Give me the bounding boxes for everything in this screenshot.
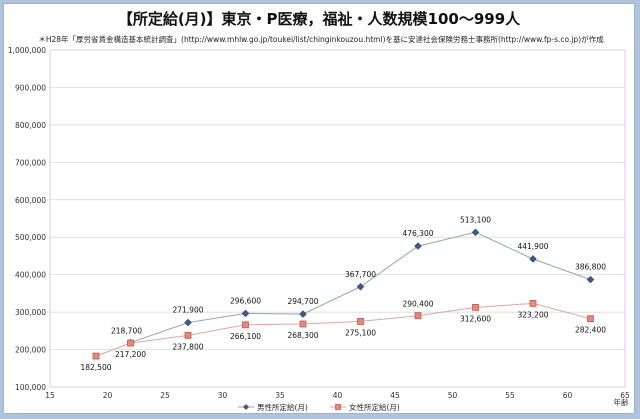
point-male (241, 309, 250, 318)
legend-marker-female (335, 404, 341, 410)
x-axis-ticks: 15 20 25 30 35 40 45 50 55 60 65 (45, 391, 630, 400)
data-label: 275,100 (345, 328, 376, 337)
x-tick-label: 40 (333, 391, 343, 400)
legend: 男性所定給(月) 女性所定給(月) (238, 402, 400, 412)
x-tick-label: 35 (275, 391, 285, 400)
data-label: 294,700 (287, 297, 318, 306)
y-tick-label: 700,000 (15, 158, 46, 167)
data-label: 218,700 (111, 327, 142, 336)
x-tick-label: 20 (103, 391, 113, 400)
y-tick-label: 1,000,000 (8, 46, 46, 55)
plot-area (49, 49, 626, 388)
x-tick-label: 15 (45, 391, 55, 400)
x-axis-label: 年齢 (614, 397, 629, 407)
data-label: 237,800 (172, 342, 203, 351)
y-tick-label: 100,000 (15, 383, 46, 392)
y-tick-label: 600,000 (15, 196, 46, 205)
point-male (529, 255, 537, 263)
y-tick-label: 900,000 (15, 83, 46, 92)
point-male (184, 318, 192, 327)
point-female (357, 318, 364, 325)
series-line-female (95, 302, 591, 357)
data-label: 266,100 (230, 332, 261, 341)
data-label: 290,400 (402, 300, 433, 309)
point-female (127, 339, 134, 347)
x-tick-label: 50 (448, 391, 458, 400)
point-female (529, 300, 537, 307)
y-tick-label: 200,000 (15, 346, 46, 355)
data-label: 367,700 (345, 270, 376, 279)
data-label: 271,900 (172, 306, 203, 315)
data-label: 182,500 (80, 363, 111, 372)
point-female (587, 315, 594, 323)
legend-label-male: 男性所定給(月) (257, 402, 308, 412)
data-label: 312,600 (460, 314, 491, 323)
data-label: 296,600 (230, 296, 261, 305)
series-points (92, 228, 595, 360)
data-labels: 218,700 271,900 296,600 294,700 367,700 476,3… (80, 215, 606, 372)
legend-label-female: 女性所定給(月) (349, 402, 400, 412)
point-male (299, 310, 307, 318)
point-female (472, 303, 479, 311)
data-label: 268,300 (287, 331, 318, 340)
point-female (242, 321, 249, 329)
gridlines (50, 49, 625, 388)
point-male (471, 228, 480, 237)
point-male (356, 282, 365, 291)
data-label: 282,400 (575, 326, 606, 335)
point-female (184, 332, 192, 339)
chart-subtitle: ＊H28年「厚労省賃金構造基本統計調査」(http://www.mhlw.go.… (38, 35, 604, 44)
legend-marker-male (243, 404, 249, 410)
data-label: 513,100 (460, 215, 491, 224)
y-tick-label: 800,000 (15, 121, 46, 130)
data-label: 441,900 (517, 242, 548, 251)
chart-title: 【所定給(月)】東京・P医療，福祉・人数規模100～999人 (117, 10, 521, 28)
x-tick-label: 65 (620, 391, 630, 400)
point-female (92, 352, 100, 360)
point-female (414, 312, 422, 320)
y-tick-label: 400,000 (15, 271, 46, 280)
data-label: 386,800 (575, 263, 606, 272)
y-axis-ticks: 100,000 200,000 300,000 400,000 500,000 600,0… (8, 46, 46, 392)
data-label: 323,200 (517, 310, 548, 319)
point-male (586, 275, 595, 284)
x-tick-label: 55 (505, 391, 515, 400)
x-tick-label: 30 (218, 391, 228, 400)
x-tick-label: 45 (390, 391, 400, 400)
y-tick-label: 500,000 (15, 233, 46, 242)
point-female (299, 320, 307, 328)
data-label: 476,300 (402, 229, 433, 238)
y-tick-label: 300,000 (15, 308, 46, 317)
data-label: 217,200 (115, 350, 146, 359)
point-male (414, 242, 422, 250)
x-tick-label: 25 (160, 391, 170, 400)
x-tick-label: 60 (563, 391, 573, 400)
